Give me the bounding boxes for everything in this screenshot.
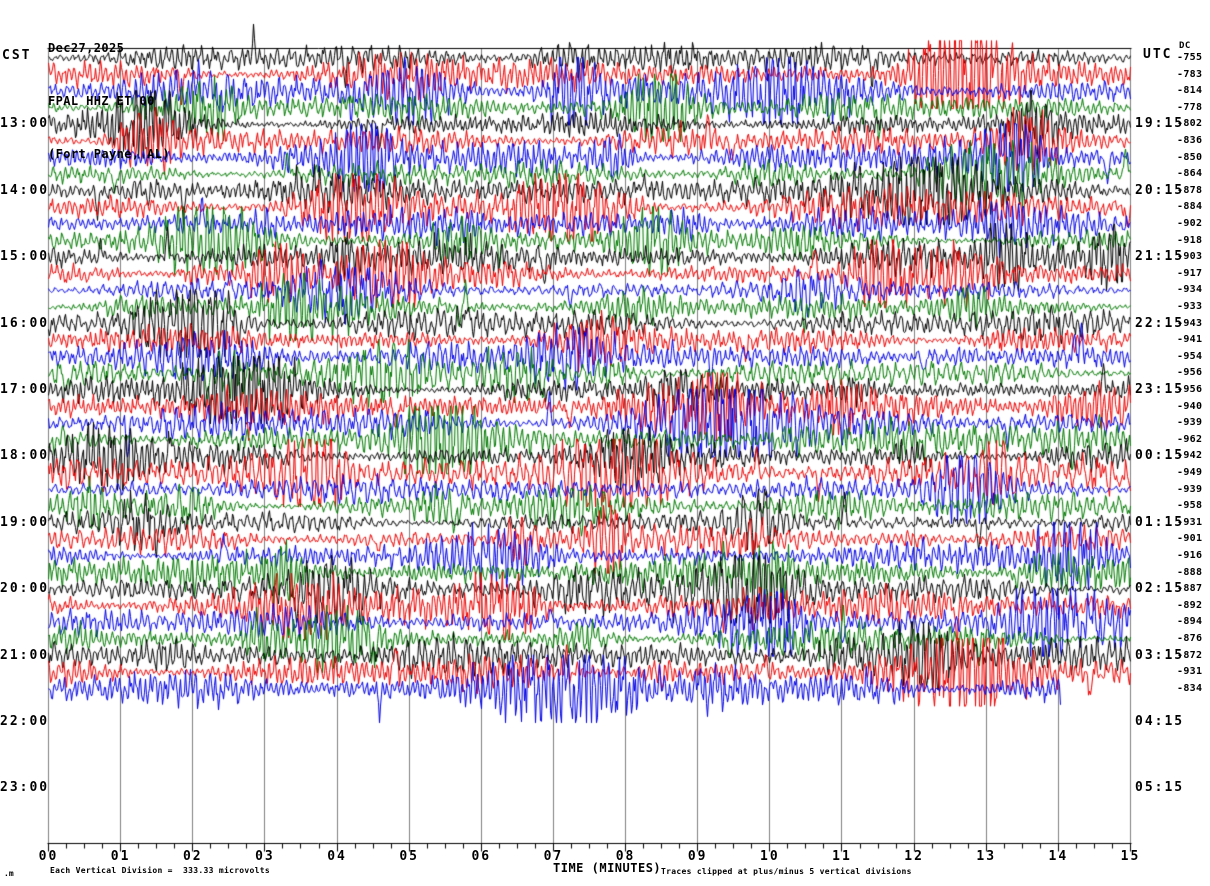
minute-tick-label: 03 — [255, 849, 275, 864]
minute-tick-label: 07 — [543, 849, 564, 864]
dc-offset-value: -917 — [1177, 267, 1203, 279]
cst-hour-label: 19:00 — [0, 514, 50, 530]
dc-offset-value: -894 — [1177, 616, 1203, 628]
dc-offset-value: -901 — [1177, 533, 1203, 545]
utc-hour-label: 03:15 — [1135, 647, 1185, 663]
corner-mark: .m — [4, 869, 14, 878]
clip-note: Traces clipped at plus/minus 5 vertical … — [661, 867, 912, 876]
dc-offset-value: -954 — [1177, 350, 1203, 362]
dc-offset-value: -887 — [1177, 583, 1203, 595]
dc-offset-value: -931 — [1177, 516, 1203, 528]
dc-offset-value: -836 — [1177, 135, 1203, 146]
minute-tick-label: 14 — [1048, 849, 1069, 864]
minute-tick-label: 08 — [615, 849, 636, 864]
dc-offset-value: -903 — [1177, 251, 1203, 263]
dc-offset-value: -878 — [1177, 184, 1203, 196]
cst-hour-label: 15:00 — [0, 249, 50, 265]
minute-tick-label: 10 — [760, 849, 780, 864]
dc-offset-value: -943 — [1177, 317, 1203, 329]
title-block: Dec27,2025 FPAL HHZ ET 00 (Fort Payne, A… — [48, 3, 170, 200]
dc-offset-value: -892 — [1177, 599, 1203, 611]
dc-offset-value: -949 — [1177, 467, 1203, 478]
date-label: Dec27,2025 — [48, 41, 125, 55]
dc-offset-value: -939 — [1177, 417, 1203, 429]
minute-tick-label: 12 — [904, 849, 924, 864]
utc-hour-label: 05:15 — [1135, 780, 1185, 796]
cst-hour-label: 21:00 — [0, 647, 50, 663]
dc-offset-value: -956 — [1177, 367, 1203, 379]
dc-offset-value: -962 — [1177, 433, 1203, 445]
dc-offset-value: -755 — [1177, 52, 1203, 63]
utc-hour-label: 20:15 — [1135, 182, 1185, 198]
utc-hour-label: 01:15 — [1135, 514, 1185, 530]
time-axis-title: TIME (MINUTES) — [553, 861, 662, 875]
dc-column-header: DC — [1179, 41, 1191, 51]
minute-tick-label: 02 — [182, 849, 203, 864]
minute-tick-label: 11 — [832, 849, 852, 864]
utc-hour-label: 00:15 — [1135, 448, 1185, 464]
dc-offset-value: -783 — [1177, 68, 1203, 80]
dc-offset-value: -918 — [1177, 234, 1203, 246]
dc-offset-value: -850 — [1177, 151, 1203, 163]
minute-tick-label: 00 — [38, 849, 59, 864]
cst-hour-label: 18:00 — [0, 448, 50, 464]
dc-offset-value: -940 — [1177, 400, 1203, 412]
utc-hour-label: 04:15 — [1135, 714, 1185, 729]
vertical-scale-note: Each Vertical Division = 333.33 microvol… — [50, 866, 271, 875]
utc-hour-label: 21:15 — [1135, 249, 1185, 265]
cst-hour-label: 17:00 — [0, 382, 50, 397]
dc-offset-value: -834 — [1177, 682, 1203, 694]
utc-hour-label: 22:15 — [1135, 315, 1185, 331]
dc-offset-value: -934 — [1177, 284, 1203, 296]
dc-offset-value: -802 — [1177, 118, 1203, 130]
dc-offset-value: -956 — [1177, 384, 1203, 395]
dc-offset-value: -888 — [1177, 566, 1203, 578]
minute-tick-label: 01 — [110, 849, 131, 864]
dc-offset-value: -942 — [1177, 450, 1203, 462]
dc-offset-value: -941 — [1177, 334, 1203, 346]
cst-hour-label: 22:00 — [0, 714, 50, 729]
cst-hour-label: 23:00 — [0, 780, 50, 796]
dc-offset-value: -902 — [1177, 218, 1203, 229]
dc-offset-value: -814 — [1177, 85, 1203, 97]
utc-hour-label: 23:15 — [1135, 382, 1185, 397]
cst-hour-label: 16:00 — [0, 315, 50, 331]
utc-hour-label: 19:15 — [1135, 116, 1185, 132]
dc-offset-value: -884 — [1177, 201, 1203, 213]
minute-tick-label: 04 — [327, 849, 347, 864]
dc-offset-value: -864 — [1177, 168, 1203, 180]
cst-hour-label: 20:00 — [0, 581, 50, 597]
dc-offset-value: -958 — [1177, 500, 1203, 512]
left-timezone-header: CST — [2, 48, 32, 63]
dc-offset-value: -872 — [1177, 649, 1203, 661]
dc-offset-value: -939 — [1177, 483, 1203, 495]
dc-offset-value: -916 — [1177, 550, 1203, 561]
minute-tick-label: 15 — [1120, 849, 1141, 864]
dc-offset-value: -931 — [1177, 666, 1203, 678]
dc-offset-value: -876 — [1177, 633, 1203, 644]
dc-offset-value: -778 — [1177, 101, 1203, 113]
location-label: (Fort Payne, AL) — [48, 147, 170, 161]
minute-tick-label: 13 — [976, 849, 997, 864]
cst-hour-label: 14:00 — [0, 182, 50, 198]
minute-tick-label: 09 — [687, 849, 708, 864]
right-timezone-header: UTC — [1143, 47, 1173, 62]
minute-tick-label: 05 — [399, 849, 419, 864]
station-label: FPAL HHZ ET 00 — [48, 94, 155, 108]
dc-offset-value: -933 — [1177, 301, 1203, 312]
cst-hour-label: 13:00 — [0, 116, 50, 132]
utc-hour-label: 02:15 — [1135, 581, 1185, 597]
minute-tick-label: 06 — [471, 849, 492, 864]
